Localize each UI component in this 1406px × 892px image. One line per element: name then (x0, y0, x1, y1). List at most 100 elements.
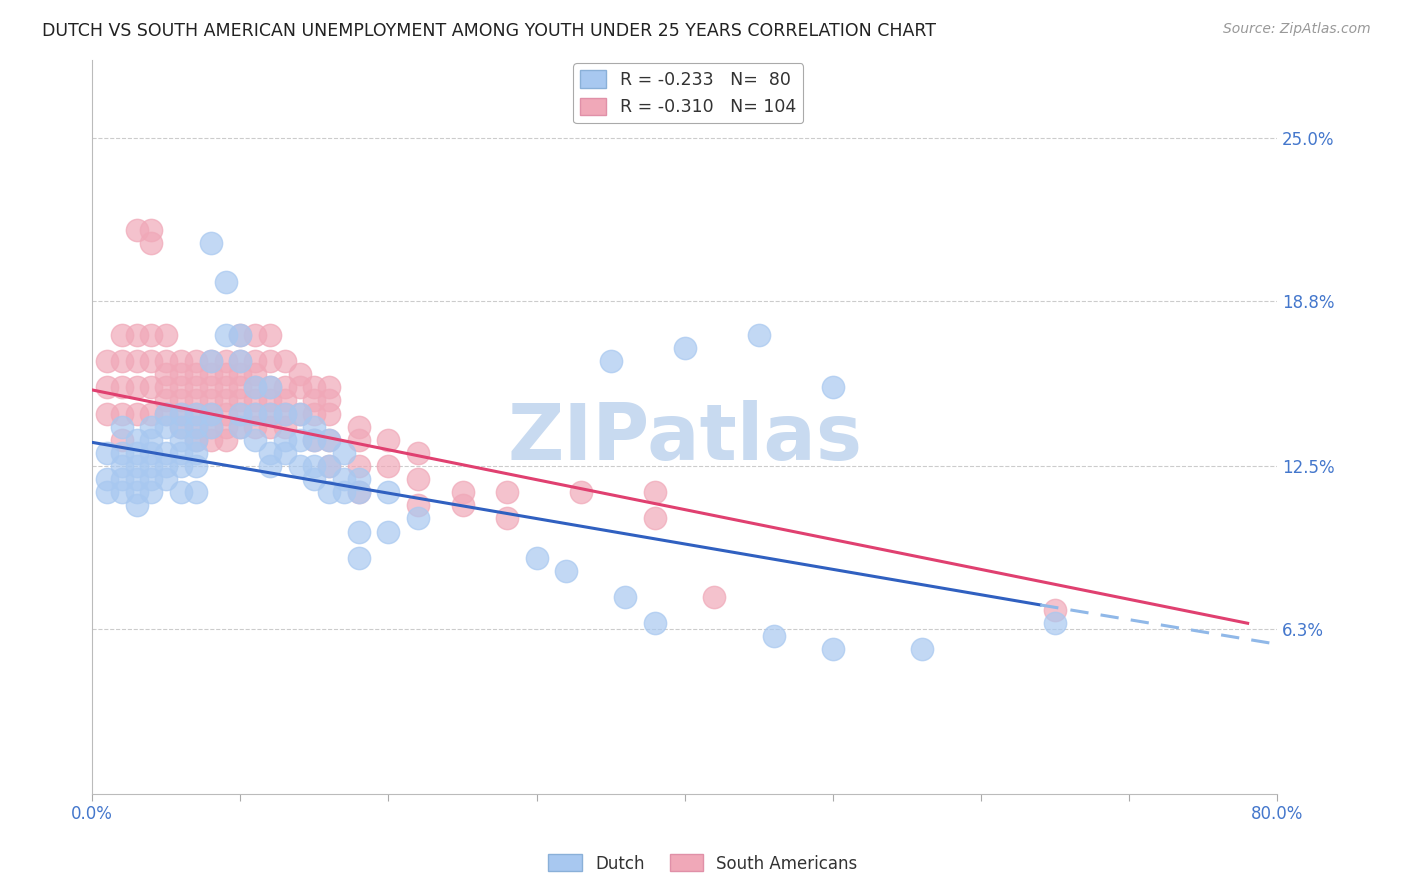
Point (318, 485, 340, 500)
Point (214, 433, 236, 447)
Point (259, 419, 281, 434)
Point (214, 393, 236, 408)
Point (377, 433, 399, 447)
Point (229, 407, 252, 421)
Point (96, 407, 118, 421)
Point (377, 458, 399, 473)
Point (599, 354, 621, 368)
Point (229, 419, 252, 434)
Point (748, 327, 770, 342)
Point (259, 380, 281, 394)
Point (406, 446, 429, 460)
Point (259, 407, 281, 421)
Point (1043, 616, 1066, 631)
Point (243, 407, 266, 421)
Point (170, 354, 193, 368)
Text: Source: ZipAtlas.com: Source: ZipAtlas.com (1223, 22, 1371, 37)
Point (141, 433, 163, 447)
Point (184, 368, 207, 382)
Point (288, 433, 311, 447)
Point (318, 380, 340, 394)
Point (184, 354, 207, 368)
Point (304, 407, 326, 421)
Point (451, 485, 474, 500)
Point (318, 458, 340, 473)
Text: ZIPatlas: ZIPatlas (508, 400, 862, 475)
Point (184, 393, 207, 408)
Point (141, 223, 163, 237)
Point (111, 419, 134, 434)
Point (141, 419, 163, 434)
Point (377, 524, 399, 539)
Point (184, 433, 207, 447)
Point (614, 590, 637, 604)
Point (170, 433, 193, 447)
Point (170, 407, 193, 421)
Point (274, 407, 297, 421)
Point (96, 354, 118, 368)
Point (111, 380, 134, 394)
Point (141, 354, 163, 368)
Point (125, 472, 148, 486)
Point (569, 485, 592, 500)
Point (200, 236, 222, 251)
Point (155, 354, 177, 368)
Point (318, 458, 340, 473)
Point (125, 407, 148, 421)
Point (304, 393, 326, 408)
Point (406, 511, 429, 525)
Point (347, 485, 370, 500)
Point (229, 393, 252, 408)
Point (229, 419, 252, 434)
Point (243, 380, 266, 394)
Point (274, 380, 297, 394)
Point (141, 407, 163, 421)
Point (274, 446, 297, 460)
Point (259, 354, 281, 368)
Point (170, 368, 193, 382)
Point (184, 407, 207, 421)
Point (347, 458, 370, 473)
Point (555, 564, 578, 578)
Point (111, 472, 134, 486)
Point (304, 458, 326, 473)
Point (170, 458, 193, 473)
Point (111, 458, 134, 473)
Point (304, 419, 326, 434)
Point (170, 446, 193, 460)
Point (406, 498, 429, 512)
Point (229, 354, 252, 368)
Point (125, 380, 148, 394)
Point (496, 485, 519, 500)
Point (141, 380, 163, 394)
Point (141, 446, 163, 460)
Point (259, 393, 281, 408)
Point (229, 327, 252, 342)
Point (155, 407, 177, 421)
Point (333, 485, 356, 500)
Point (229, 368, 252, 382)
Point (170, 393, 193, 408)
Point (125, 446, 148, 460)
Point (288, 368, 311, 382)
Point (274, 433, 297, 447)
Text: DUTCH VS SOUTH AMERICAN UNEMPLOYMENT AMONG YOUTH UNDER 25 YEARS CORRELATION CHAR: DUTCH VS SOUTH AMERICAN UNEMPLOYMENT AMO… (42, 22, 936, 40)
Point (274, 354, 297, 368)
Point (200, 380, 222, 394)
Point (200, 419, 222, 434)
Point (96, 485, 118, 500)
Point (111, 354, 134, 368)
Point (155, 446, 177, 460)
Point (111, 433, 134, 447)
Point (141, 472, 163, 486)
Legend: Dutch, South Americans: Dutch, South Americans (541, 847, 865, 880)
Point (243, 368, 266, 382)
Point (821, 380, 844, 394)
Point (304, 472, 326, 486)
Point (526, 550, 548, 565)
Point (288, 407, 311, 421)
Point (259, 446, 281, 460)
Point (214, 368, 236, 382)
Point (644, 511, 666, 525)
Point (155, 472, 177, 486)
